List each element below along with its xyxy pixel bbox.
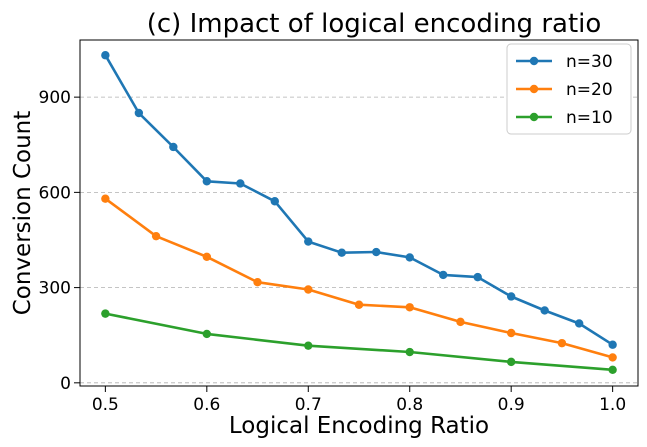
data-point-n30 <box>304 237 313 246</box>
data-point-n30 <box>372 247 381 257</box>
legend-marker-n30 <box>529 56 539 66</box>
data-point-n30 <box>169 142 178 152</box>
data-point-n20 <box>506 328 516 338</box>
data-point-n20 <box>253 278 262 287</box>
data-point-n20 <box>557 338 567 348</box>
data-point-n30 <box>506 292 516 301</box>
legend-marker-n20 <box>529 84 539 94</box>
data-point-n10 <box>506 357 516 367</box>
series-line-n10 <box>105 312 613 372</box>
y-tick-label: 600 <box>39 183 71 203</box>
data-point-n30 <box>540 306 549 315</box>
data-point-n30 <box>439 270 448 280</box>
chart-title: (c) Impact of logical encoding ratio <box>147 9 602 39</box>
y-tick-label: 900 <box>39 88 71 108</box>
data-point-n30 <box>405 253 414 262</box>
x-tick-label: 1.0 <box>599 395 626 415</box>
y-tick-label: 300 <box>39 279 71 299</box>
series-n20 <box>101 194 617 362</box>
legend-marker-n10 <box>529 112 539 122</box>
data-point-n20 <box>151 231 161 241</box>
data-point-n20 <box>101 194 110 203</box>
data-point-n30 <box>134 108 144 118</box>
data-point-n20 <box>608 353 617 362</box>
x-tick-label: 0.6 <box>193 395 220 415</box>
data-point-n10 <box>202 329 212 339</box>
data-point-n20 <box>405 303 414 312</box>
data-point-n20 <box>354 300 364 309</box>
legend-label-n20: n=20 <box>566 80 613 100</box>
legend-label-n10: n=10 <box>566 108 613 128</box>
data-point-n30 <box>473 272 482 282</box>
x-tick-label: 0.8 <box>396 395 423 415</box>
x-tick-label: 0.5 <box>92 395 119 415</box>
data-point-n30 <box>236 179 245 188</box>
y-tick-label: 0 <box>60 374 71 394</box>
data-point-n20 <box>456 317 465 327</box>
legend: n=30 n=20 n=10 <box>506 43 632 135</box>
x-tick-label: 0.7 <box>295 395 322 415</box>
series-line-n20 <box>104 197 613 359</box>
y-axis-label: Conversion Count <box>10 111 36 316</box>
x-axis-ticks: 0.5 0.6 0.7 0.8 0.9 1.0 <box>92 386 626 415</box>
y-axis-ticks: 0 300 600 900 <box>39 88 80 394</box>
data-point-n30 <box>337 248 346 257</box>
data-point-n30 <box>608 340 617 349</box>
data-point-n30 <box>574 319 584 328</box>
x-axis-label: Logical Encoding Ratio <box>229 413 489 439</box>
series-layer <box>101 51 617 375</box>
x-tick-label: 0.9 <box>498 395 525 415</box>
data-point-n10 <box>405 347 414 357</box>
data-point-n10 <box>304 341 313 350</box>
series-n10 <box>101 309 617 375</box>
data-point-n20 <box>304 285 313 294</box>
series-n30 <box>101 51 617 349</box>
data-point-n20 <box>202 252 212 262</box>
plot-frame <box>79 39 639 387</box>
series-line-n30 <box>104 54 614 346</box>
data-point-n30 <box>270 197 279 206</box>
data-point-n30 <box>202 177 212 186</box>
legend-box <box>506 43 632 135</box>
data-point-n10 <box>608 365 617 375</box>
data-point-n10 <box>101 309 110 318</box>
data-point-n30 <box>101 51 110 60</box>
legend-label-n30: n=30 <box>566 52 613 72</box>
